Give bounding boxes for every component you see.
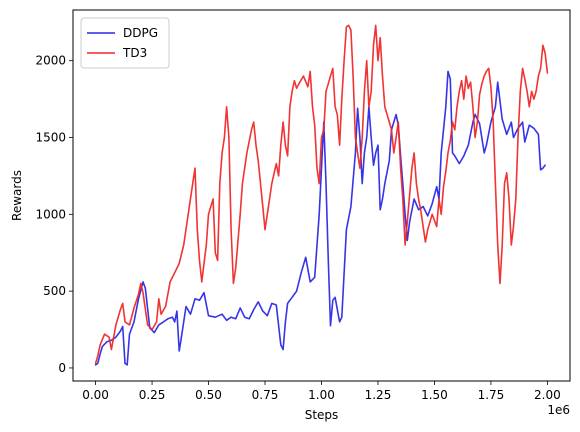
- legend-label-td3: TD3: [122, 46, 147, 60]
- plot-area: [96, 25, 548, 365]
- x-offset-label: 1e6: [547, 403, 570, 417]
- x-tick-label: 2.00: [534, 388, 561, 402]
- y-tick-label: 1000: [35, 207, 66, 221]
- y-tick-label: 2000: [35, 54, 66, 68]
- x-axis-label: Steps: [305, 408, 339, 422]
- x-tick-label: 1.25: [365, 388, 392, 402]
- x-tick-label: 1.75: [478, 388, 505, 402]
- x-tick-label: 0.75: [252, 388, 279, 402]
- y-tick-label: 1500: [35, 131, 66, 145]
- series-line-td3: [96, 25, 548, 363]
- legend: DDPG TD3: [81, 18, 169, 68]
- legend-label-ddpg: DDPG: [123, 26, 158, 40]
- x-tick-label: 0.25: [139, 388, 166, 402]
- y-tick-label: 500: [43, 284, 66, 298]
- x-tick-label: 0.00: [82, 388, 109, 402]
- y-axis-label: Rewards: [10, 170, 24, 221]
- y-tick-label: 0: [58, 361, 66, 375]
- x-tick-label: 1.00: [308, 388, 335, 402]
- x-tick-label: 0.50: [195, 388, 222, 402]
- x-tick-label: 1.50: [421, 388, 448, 402]
